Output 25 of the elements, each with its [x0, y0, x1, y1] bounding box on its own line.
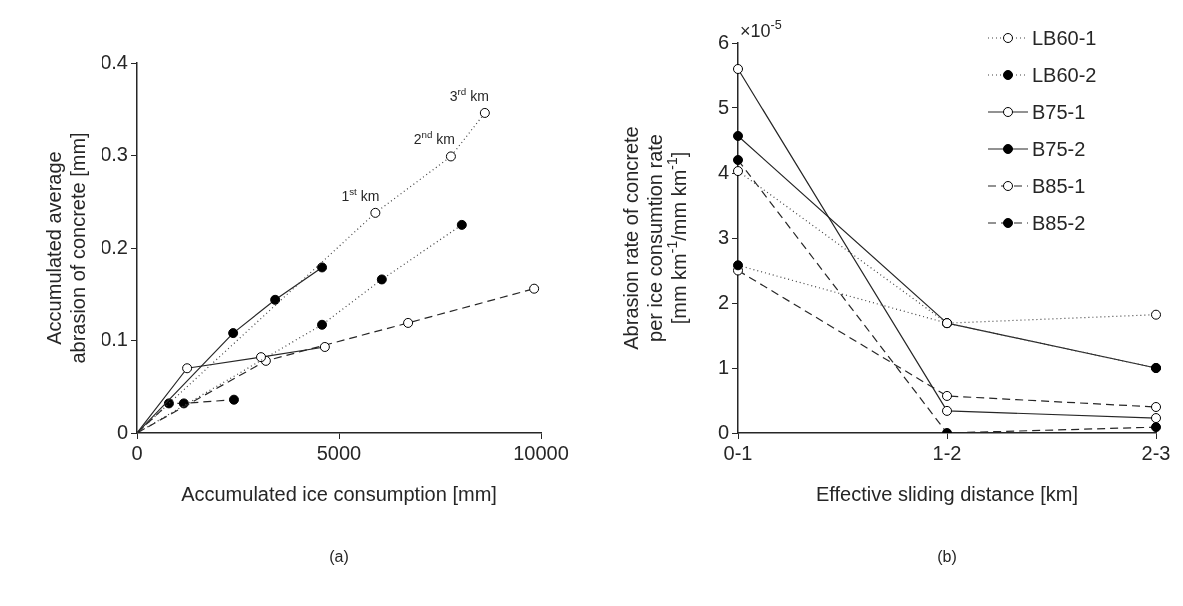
y-axis-title: Accumulated average abrasion of concrete [mm] — [43, 132, 89, 364]
y-tick-label: 6 — [717, 30, 729, 53]
x-tick-label: 2-3 — [1141, 441, 1171, 464]
x-tick-label: 10000 — [513, 441, 569, 464]
y-tick-label: 1 — [717, 355, 729, 378]
legend-label: B85-1 — [1032, 175, 1086, 197]
y-tick-label: 3 — [717, 225, 729, 248]
legend-label: B75-2 — [1032, 138, 1086, 160]
x-tick-label: 0 — [131, 441, 143, 464]
x-axis-title: Effective sliding distance [km] — [816, 483, 1078, 505]
y-tick-label: 0 — [116, 420, 128, 443]
text: (b) — [937, 548, 957, 565]
y-tick-label: 0 — [717, 420, 729, 443]
legend-label: LB60-1 — [1032, 27, 1097, 49]
x-axis-title: Accumulated ice consumption [mm] — [181, 483, 497, 505]
legend-label: B85-2 — [1032, 212, 1086, 234]
x-tick-label: 0-1 — [723, 441, 753, 464]
legend-label: B75-1 — [1032, 101, 1086, 123]
legend-label: LB60-2 — [1032, 64, 1097, 86]
y-tick-label: 4 — [717, 160, 729, 183]
text: (a) — [329, 548, 349, 565]
x-tick-label: 5000 — [316, 441, 362, 464]
x-tick-label: 1-2 — [932, 441, 962, 464]
y-tick-label: 2 — [717, 290, 729, 313]
y-tick-label: 5 — [717, 95, 729, 118]
